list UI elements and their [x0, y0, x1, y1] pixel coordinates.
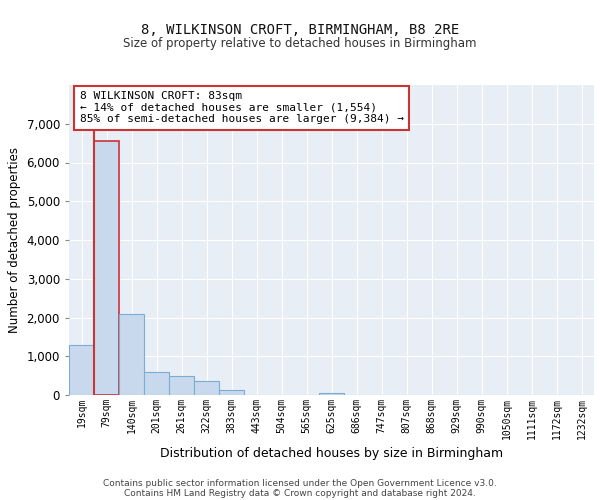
Text: Size of property relative to detached houses in Birmingham: Size of property relative to detached ho… [123, 38, 477, 51]
Text: 8 WILKINSON CROFT: 83sqm
← 14% of detached houses are smaller (1,554)
85% of sem: 8 WILKINSON CROFT: 83sqm ← 14% of detach… [79, 91, 404, 124]
Text: Contains public sector information licensed under the Open Government Licence v3: Contains public sector information licen… [103, 478, 497, 488]
Bar [194, 380, 219, 395]
Y-axis label: Number of detached properties: Number of detached properties [8, 147, 21, 333]
Bar [94, 141, 119, 395]
Bar [169, 376, 194, 395]
Text: 8, WILKINSON CROFT, BIRMINGHAM, B8 2RE: 8, WILKINSON CROFT, BIRMINGHAM, B8 2RE [141, 22, 459, 36]
Bar [119, 314, 144, 395]
Bar [319, 393, 344, 395]
Bar [219, 390, 244, 395]
Bar [144, 372, 169, 395]
Bar [69, 344, 94, 395]
X-axis label: Distribution of detached houses by size in Birmingham: Distribution of detached houses by size … [160, 447, 503, 460]
Text: Contains HM Land Registry data © Crown copyright and database right 2024.: Contains HM Land Registry data © Crown c… [124, 488, 476, 498]
